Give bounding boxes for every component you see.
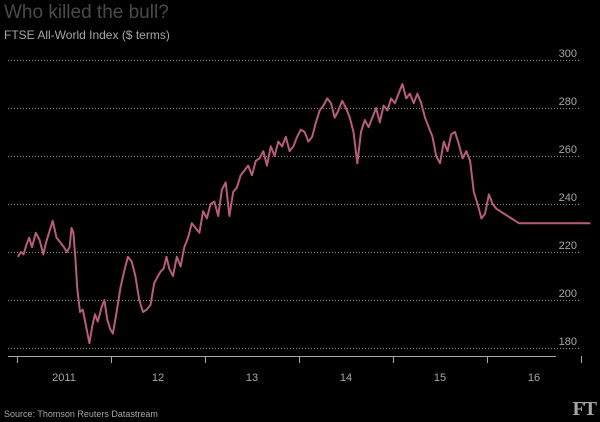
series-line-0 [17,83,591,345]
y-tick-label-280: 280 [559,96,577,108]
x-axis: 2011 12 13 14 15 16 [8,356,582,384]
y-tick-label-240: 240 [559,192,577,204]
chart-title: Who killed the bull? [4,2,169,23]
x-tick-label-13: 13 [246,372,258,384]
y-tick-label-200: 200 [559,288,577,300]
source-note: Source: Thomson Reuters Datastream [4,409,158,419]
y-axis-ticks: 180 200 220 240 260 280 300 [559,48,577,348]
y-tick-label-260: 260 [559,144,577,156]
x-tick-label-15: 15 [434,372,446,384]
y-tick-label-180: 180 [559,336,577,348]
ft-logo: FT [572,398,597,420]
series-layer [17,83,591,345]
y-tick-label-220: 220 [559,240,577,252]
x-tick-label-14: 14 [340,372,352,384]
grid-lines [8,60,580,349]
x-tick-label-16: 16 [528,372,540,384]
chart-subtitle: FTSE All-World Index ($ terms) [4,28,170,42]
x-tick-label-2011: 2011 [52,372,76,384]
x-tick-label-12: 12 [152,372,164,384]
y-tick-label-300: 300 [559,48,577,60]
